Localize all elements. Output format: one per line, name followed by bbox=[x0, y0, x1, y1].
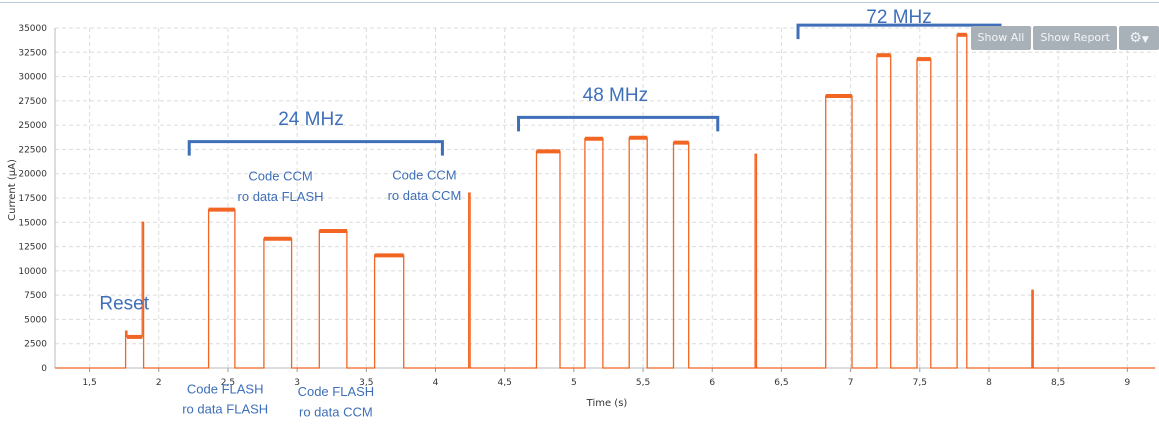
show-all-button[interactable]: Show All bbox=[970, 26, 1032, 50]
x-tick-label: 3,5 bbox=[359, 378, 373, 388]
show-report-button[interactable]: Show Report bbox=[1033, 26, 1117, 50]
series-layer bbox=[55, 32, 1155, 369]
frequency-bracket bbox=[187, 140, 444, 156]
y-tick-label: 22500 bbox=[18, 145, 47, 155]
gear-icon: ⚙ bbox=[1129, 30, 1142, 46]
x-tick-label: 8,5 bbox=[1051, 378, 1065, 388]
x-tick-label: 7 bbox=[848, 378, 854, 388]
y-tick-label: 15000 bbox=[18, 218, 47, 228]
y-tick-label: 12500 bbox=[18, 243, 47, 253]
y-tick-label: 7500 bbox=[24, 291, 47, 301]
y-tick-label: 25000 bbox=[18, 121, 47, 131]
x-tick-label: 4 bbox=[433, 378, 439, 388]
annotation-label: ro data CCM bbox=[388, 188, 462, 203]
y-tick-label: 5000 bbox=[24, 315, 47, 325]
annotation-label: ro data FLASH bbox=[182, 402, 268, 417]
y-tick-label: 17500 bbox=[18, 194, 47, 204]
x-tick-label: 6,5 bbox=[774, 378, 788, 388]
annotation-label: 72 MHz bbox=[866, 7, 931, 28]
frequency-bracket bbox=[517, 115, 720, 132]
annotation-label: ro data FLASH bbox=[238, 189, 324, 204]
annotation-label: Code CCM bbox=[392, 168, 456, 183]
y-tick-label: 32500 bbox=[18, 48, 47, 58]
y-tick-label: 20000 bbox=[18, 170, 47, 180]
annotation-label: Reset bbox=[99, 294, 149, 315]
x-tick-label: 1,5 bbox=[82, 378, 96, 388]
x-tick-label: 5 bbox=[571, 378, 577, 388]
y-tick-label: 0 bbox=[41, 364, 47, 374]
x-tick-label: 2,5 bbox=[221, 378, 235, 388]
axes: 0250050007500100001250015000175002000022… bbox=[18, 24, 1155, 388]
y-tick-label: 10000 bbox=[18, 267, 47, 277]
grid bbox=[55, 27, 1155, 368]
x-tick-label: 2 bbox=[156, 378, 162, 388]
y-tick-label: 35000 bbox=[18, 24, 47, 34]
settings-button[interactable]: ⚙▼ bbox=[1119, 26, 1159, 50]
annotation-label: Code FLASH bbox=[298, 384, 375, 399]
x-tick-label: 8 bbox=[986, 378, 992, 388]
annotation-label: Code FLASH bbox=[187, 381, 264, 396]
annotation-layer: Reset 24 MHz 48 MHz 72 MHz Code CCM ro data F… bbox=[99, 7, 931, 419]
annotation-label: Code CCM bbox=[248, 169, 312, 184]
y-axis-label: Current (μA) bbox=[7, 159, 18, 221]
y-tick-label: 30000 bbox=[18, 73, 47, 83]
x-tick-label: 9 bbox=[1124, 378, 1130, 388]
annotation-label: ro data CCM bbox=[299, 405, 373, 420]
annotation-label: 48 MHz bbox=[583, 85, 648, 106]
y-tick-label: 27500 bbox=[18, 97, 47, 107]
x-axis-label: Time (s) bbox=[586, 398, 628, 409]
chevron-down-icon: ▼ bbox=[1141, 35, 1149, 45]
x-tick-label: 4,5 bbox=[498, 378, 512, 388]
x-tick-label: 5,5 bbox=[636, 378, 650, 388]
y-tick-label: 2500 bbox=[24, 340, 47, 350]
x-tick-label: 3 bbox=[294, 378, 300, 388]
x-tick-label: 6 bbox=[709, 378, 715, 388]
x-tick-label: 7,5 bbox=[913, 378, 927, 388]
annotation-label: 24 MHz bbox=[278, 109, 343, 130]
chart-toolbar: Show All Show Report ⚙▼ bbox=[970, 26, 1159, 50]
